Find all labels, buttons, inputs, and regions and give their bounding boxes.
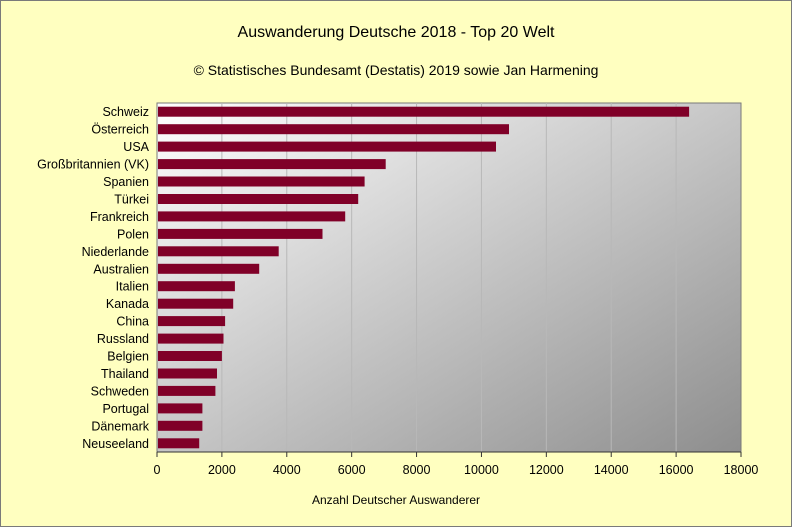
chart-title: Auswanderung Deutsche 2018 - Top 20 Welt (238, 24, 556, 41)
category-labels: Schweiz Österreich USA Großbritannien (VK) S… (37, 105, 150, 451)
bar (158, 403, 203, 414)
category-label: Neuseeland (82, 437, 149, 451)
x-tick-label: 4000 (273, 463, 301, 477)
category-label: Österreich (91, 123, 149, 137)
category-label: Niederlande (82, 245, 149, 259)
category-label: Türkei (114, 193, 149, 207)
category-label: Thailand (101, 367, 149, 381)
x-tick-label: 16000 (659, 463, 694, 477)
category-label: Dänemark (91, 419, 149, 433)
category-label: Frankreich (90, 210, 149, 224)
bar (158, 246, 279, 257)
bar (158, 333, 224, 344)
bar (158, 228, 323, 239)
x-tick-label: 6000 (338, 463, 366, 477)
bar (158, 194, 359, 204)
bar (158, 368, 217, 379)
bar (158, 176, 365, 187)
category-label: USA (123, 140, 149, 154)
category-label: Kanada (106, 297, 149, 311)
bar (158, 141, 496, 152)
category-label: Portugal (102, 402, 149, 416)
bar (158, 420, 203, 431)
x-axis-title: Anzahl Deutscher Auswanderer (312, 493, 480, 507)
x-tick-label: 14000 (594, 463, 629, 477)
x-tick-label: 8000 (403, 463, 431, 477)
bar (158, 281, 235, 292)
x-tick-label: 12000 (529, 463, 564, 477)
bar (158, 438, 200, 449)
x-tick-label: 18000 (724, 463, 759, 477)
x-tick-label: 2000 (208, 463, 236, 477)
bar (158, 106, 690, 117)
category-label: Australien (93, 262, 149, 276)
x-tick-label: 10000 (464, 463, 499, 477)
bar (158, 124, 509, 135)
category-label: Polen (117, 227, 149, 241)
category-label: China (116, 315, 149, 329)
bar (158, 159, 386, 170)
category-label: Belgien (107, 350, 149, 364)
category-label: Italien (116, 280, 149, 294)
category-label: Schweden (91, 384, 149, 398)
bar (158, 351, 222, 361)
category-label: Schweiz (102, 105, 149, 119)
plot-area (156, 102, 742, 453)
bar (158, 316, 226, 327)
category-label: Spanien (103, 175, 149, 189)
category-label: Russland (97, 332, 149, 346)
x-tick-label: 0 (154, 463, 161, 477)
bar (158, 263, 260, 274)
bar (158, 385, 216, 396)
x-axis-ticks: 0 2000 4000 6000 8000 10000 12000 14000 16000 180… (154, 452, 759, 477)
bar (158, 211, 346, 222)
bars (158, 106, 690, 449)
bar (158, 298, 234, 309)
chart-subtitle: © Statistisches Bundesamt (Destatis) 201… (194, 62, 599, 78)
category-label: Großbritannien (VK) (37, 158, 149, 172)
